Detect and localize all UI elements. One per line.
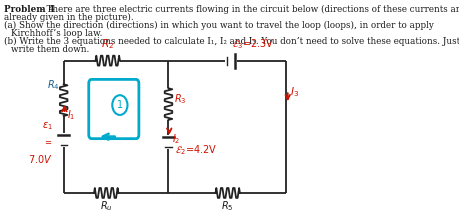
Text: 1: 1 [117,100,123,110]
Text: $7.0V$: $7.0V$ [28,153,53,165]
Text: $R_u$: $R_u$ [100,199,112,213]
Text: $R_3$: $R_3$ [174,92,186,106]
Text: $I_2$: $I_2$ [172,132,180,146]
Text: $R_5$: $R_5$ [221,199,234,213]
Text: Problem 4: Problem 4 [4,5,54,14]
Text: (b) Write the 3 equations needed to calculate I₁, I₂ and I₃. You don’t need to s: (b) Write the 3 equations needed to calc… [4,37,459,46]
Text: - There are three electric currents flowing in the circuit below (directions of : - There are three electric currents flow… [38,5,459,14]
Text: already given in the picture).: already given in the picture). [4,13,133,22]
Text: Kirchhoff’s loop law.: Kirchhoff’s loop law. [11,29,102,38]
Text: write them down.: write them down. [11,45,90,54]
Text: $\mathcal{E}_3$=2.3V: $\mathcal{E}_3$=2.3V [232,37,274,51]
Text: $\mathcal{E}_2$=4.2V: $\mathcal{E}_2$=4.2V [174,144,216,157]
Text: $R_2$: $R_2$ [101,37,114,51]
Text: $R_4$: $R_4$ [47,78,60,92]
Text: $I_3$: $I_3$ [289,85,298,99]
Text: (a) Show the direction (directions) in which you want to travel the loop (loops): (a) Show the direction (directions) in w… [4,21,432,30]
Text: $I_1$: $I_1$ [67,108,76,122]
Text: $=$: $=$ [43,137,53,146]
Text: $\varepsilon_1$: $\varepsilon_1$ [42,120,53,132]
